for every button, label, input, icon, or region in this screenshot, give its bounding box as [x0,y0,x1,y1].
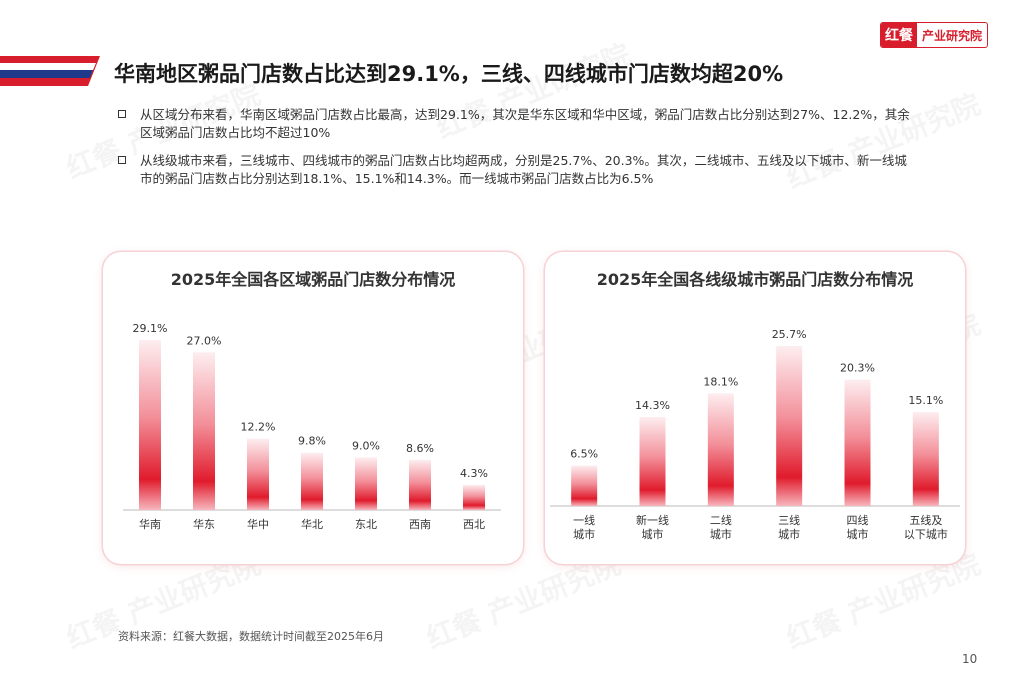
bar [409,459,431,510]
bullet-item: 从线级城市来看，三线城市、四线城市的粥品门店数占比均超两成，分别是25.7%、2… [118,152,918,188]
category-label: 一线 [573,513,595,527]
category-label: 新一线 [636,513,669,527]
bar [463,484,485,510]
bullet-item: 从区域分布来看，华南区域粥品门店数占比最高，达到29.1%，其次是华东区域和华中… [118,106,918,142]
bar [912,411,939,506]
bar [247,438,269,510]
data-label: 9.0% [352,439,380,452]
brand-logo: 红餐 产业研究院 [880,22,989,48]
chart-title: 2025年全国各区域粥品门店数分布情况 [170,270,456,289]
data-label: 27.0% [187,334,222,347]
bar [355,457,377,510]
category-label: 西南 [409,518,431,531]
data-label: 9.8% [298,435,326,448]
category-label: 五线及 [909,513,942,527]
data-source-note: 资料来源：红餐大数据，数据统计时间截至2025年6月 [118,630,384,643]
bar [639,416,666,506]
data-label: 12.2% [241,421,276,434]
category-label: 三线 [778,513,800,527]
bar [193,352,215,510]
category-label: 城市 [573,527,595,541]
brand-text: 产业研究院 [922,28,983,43]
data-label: 15.1% [908,394,943,407]
title-accent-bar [0,56,100,86]
data-label: 8.6% [406,442,434,455]
category-label: 城市 [710,527,732,541]
bar [301,452,323,510]
data-label: 18.1% [703,375,738,388]
category-label: 东北 [355,518,377,531]
bullet-text: 从区域分布来看，华南区域粥品门店数占比最高，达到29.1%，其次是华东区域和华中… [140,107,910,140]
square-bullet-icon [118,156,126,164]
bar [571,465,598,506]
category-label: 华中 [247,517,269,531]
category-label: 华南 [139,517,161,531]
category-label: 城市 [847,527,869,541]
city-tier-chart-panel: 2025年全国各线级城市粥品门店数分布情况 6.5% 一线 城市 14.3% 新一线 城市… [545,252,965,564]
category-label: 四线 [847,513,869,527]
category-label: 华东 [193,517,215,531]
page-number: 10 [962,652,978,666]
category-label: 华北 [301,517,323,531]
bullet-list: 从区域分布来看，华南区域粥品门店数占比最高，达到29.1%，其次是华东区域和华中… [118,106,918,198]
square-bullet-icon [118,110,126,118]
category-label: 城市 [778,527,800,541]
brand-mark: 红餐 [881,23,917,47]
bar [844,379,871,506]
data-label: 20.3% [840,362,875,375]
chart-title: 2025年全国各线级城市粥品门店数分布情况 [596,270,914,289]
data-label: 6.5% [570,448,598,461]
data-label: 14.3% [635,399,670,412]
bar [707,393,734,506]
category-label: 西北 [463,518,485,531]
bar [776,346,803,506]
data-label: 25.7% [772,328,807,341]
region-bar-chart: 29.1% 华南 27.0% 华东 12.2% 华中 9.8% 华北 9.0% 东北 8.6% 西南 4… [123,322,501,531]
data-label: 29.1% [133,322,168,335]
bullet-text: 从线级城市来看，三线城市、四线城市的粥品门店数占比均超两成，分别是25.7%、2… [140,153,907,186]
page-title: 华南地区粥品门店数占比达到29.1%，三线、四线城市门店数均超20% [114,62,784,86]
bar [139,340,161,510]
category-label: 城市 [642,527,664,541]
category-label: 以下城市 [904,527,948,541]
data-label: 4.3% [460,467,488,480]
category-label: 二线 [710,513,732,527]
region-chart-panel: 2025年全国各区域粥品门店数分布情况 29.1% 华南 27.0% 华东 12.2% 华… [103,252,523,564]
city-tier-bar-chart: 6.5%一线城市14.3%新一线城市18.1%二线城市25.7%三线城市20.3… [550,328,960,541]
